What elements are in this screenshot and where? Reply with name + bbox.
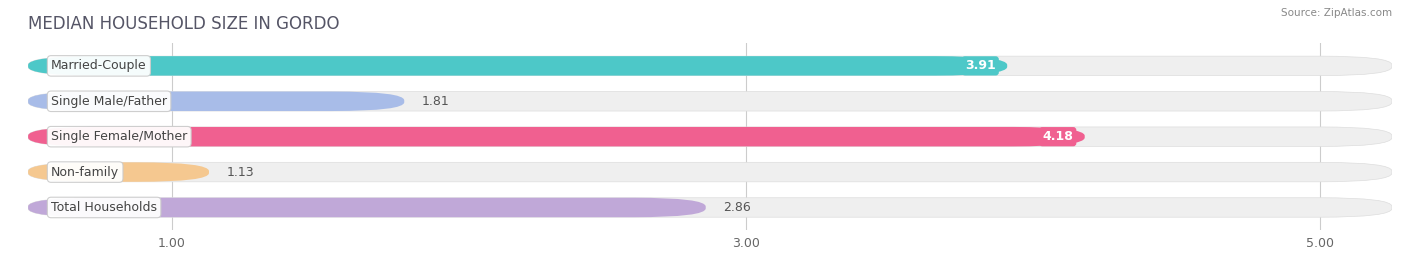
FancyBboxPatch shape <box>28 162 1392 182</box>
Text: Non-family: Non-family <box>51 166 120 178</box>
Text: Single Female/Mother: Single Female/Mother <box>51 130 187 143</box>
Text: Total Households: Total Households <box>51 201 157 214</box>
Text: 4.18: 4.18 <box>1042 130 1073 143</box>
FancyBboxPatch shape <box>28 127 1392 146</box>
Text: Source: ZipAtlas.com: Source: ZipAtlas.com <box>1281 8 1392 18</box>
Text: Single Male/Father: Single Male/Father <box>51 95 167 108</box>
FancyBboxPatch shape <box>28 92 405 111</box>
FancyBboxPatch shape <box>28 162 209 182</box>
Text: 1.81: 1.81 <box>422 95 450 108</box>
Text: 2.86: 2.86 <box>723 201 751 214</box>
Text: 1.13: 1.13 <box>226 166 254 178</box>
FancyBboxPatch shape <box>28 198 1392 217</box>
FancyBboxPatch shape <box>28 198 706 217</box>
Text: MEDIAN HOUSEHOLD SIZE IN GORDO: MEDIAN HOUSEHOLD SIZE IN GORDO <box>28 15 340 33</box>
FancyBboxPatch shape <box>28 92 1392 111</box>
FancyBboxPatch shape <box>28 127 1084 146</box>
FancyBboxPatch shape <box>28 56 1007 76</box>
FancyBboxPatch shape <box>28 56 1392 76</box>
Text: Married-Couple: Married-Couple <box>51 59 146 72</box>
Text: 3.91: 3.91 <box>965 59 995 72</box>
